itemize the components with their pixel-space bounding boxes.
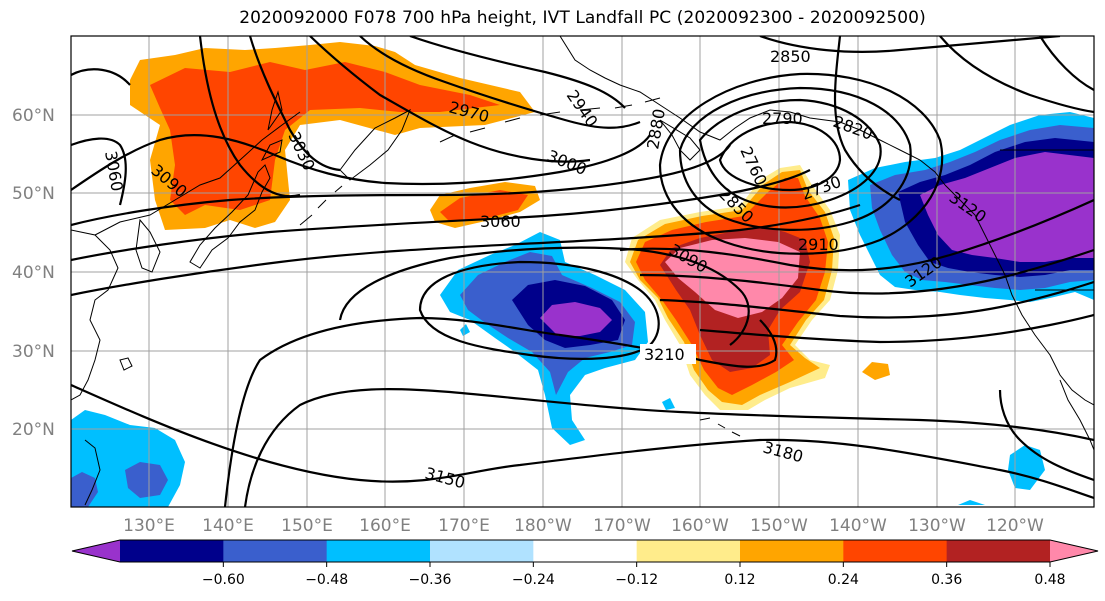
contour-label: 3210 <box>644 345 685 364</box>
colorbar-segment <box>636 540 741 562</box>
colorbar-segment <box>223 540 328 562</box>
longitude-label: 180°W <box>514 516 572 536</box>
colorbar-tick-label: −0.36 <box>409 572 452 588</box>
latitude-label: 40°N <box>12 263 55 283</box>
longitude-label: 150°E <box>281 516 333 536</box>
contour-label: 2790 <box>762 109 803 128</box>
longitude-label: 140°W <box>829 516 887 536</box>
longitude-axis: 130°E 140°E 150°E 160°E 170°E 180°W 170°… <box>123 516 1044 536</box>
colorbar-segment <box>120 540 224 562</box>
height-contours <box>71 36 1094 507</box>
longitude-label: 130°E <box>123 516 175 536</box>
map-frame <box>70 35 1095 508</box>
longitude-label: 160°W <box>671 516 729 536</box>
colorbar-tick-label: −0.48 <box>305 572 348 588</box>
contour-label: 3060 <box>480 212 521 231</box>
graticule <box>71 36 1094 507</box>
map-plot-area: 2850 2970 2940 2880 2790 2820 3030 3000 … <box>71 36 1094 507</box>
colorbar-tick-label: 0.48 <box>1034 572 1065 588</box>
contour-label: 2910 <box>798 235 839 254</box>
colorbar-segment <box>843 540 948 562</box>
longitude-label: 160°E <box>359 516 411 536</box>
longitude-label: 150°W <box>750 516 808 536</box>
longitude-label: 130°W <box>908 516 966 536</box>
latitude-label: 60°N <box>12 106 55 126</box>
latitude-label: 30°N <box>12 342 55 362</box>
colorbar-tick-label: −0.12 <box>615 572 658 588</box>
colorbar: −0.60 −0.48 −0.36 −0.24 −0.12 0.12 0.24 0.36 0.4… <box>71 539 1099 588</box>
map-title: 2020092000 F078 700 hPa height, IVT Land… <box>239 8 926 28</box>
colorbar-tick-label: 0.12 <box>724 572 755 588</box>
colorbar-tick-label: 0.36 <box>931 572 962 588</box>
latitude-axis: 60°N 50°N 40°N 30°N 20°N <box>12 106 55 440</box>
longitude-label: 170°E <box>438 516 490 536</box>
colorbar-segment <box>430 540 534 562</box>
colorbar-outline <box>71 539 1099 563</box>
colorbar-segment <box>533 540 638 562</box>
colorbar-tick-label: −0.24 <box>512 572 555 588</box>
longitude-label: 170°W <box>593 516 651 536</box>
latitude-label: 20°N <box>12 420 55 440</box>
colorbar-extension-high <box>1050 540 1098 562</box>
colorbar-tick-label: 0.24 <box>828 572 859 588</box>
colorbar-tick-label: −0.60 <box>202 572 245 588</box>
ivt-negative-shading <box>71 112 1094 507</box>
colorbar-segment <box>946 540 1051 562</box>
longitude-label: 120°W <box>986 516 1044 536</box>
contour-label: 2850 <box>770 47 811 66</box>
longitude-label: 140°E <box>202 516 254 536</box>
latitude-label: 50°N <box>12 184 55 204</box>
colorbar-segment <box>740 540 844 562</box>
colorbar-extension-low <box>72 540 120 562</box>
colorbar-segment <box>326 540 431 562</box>
